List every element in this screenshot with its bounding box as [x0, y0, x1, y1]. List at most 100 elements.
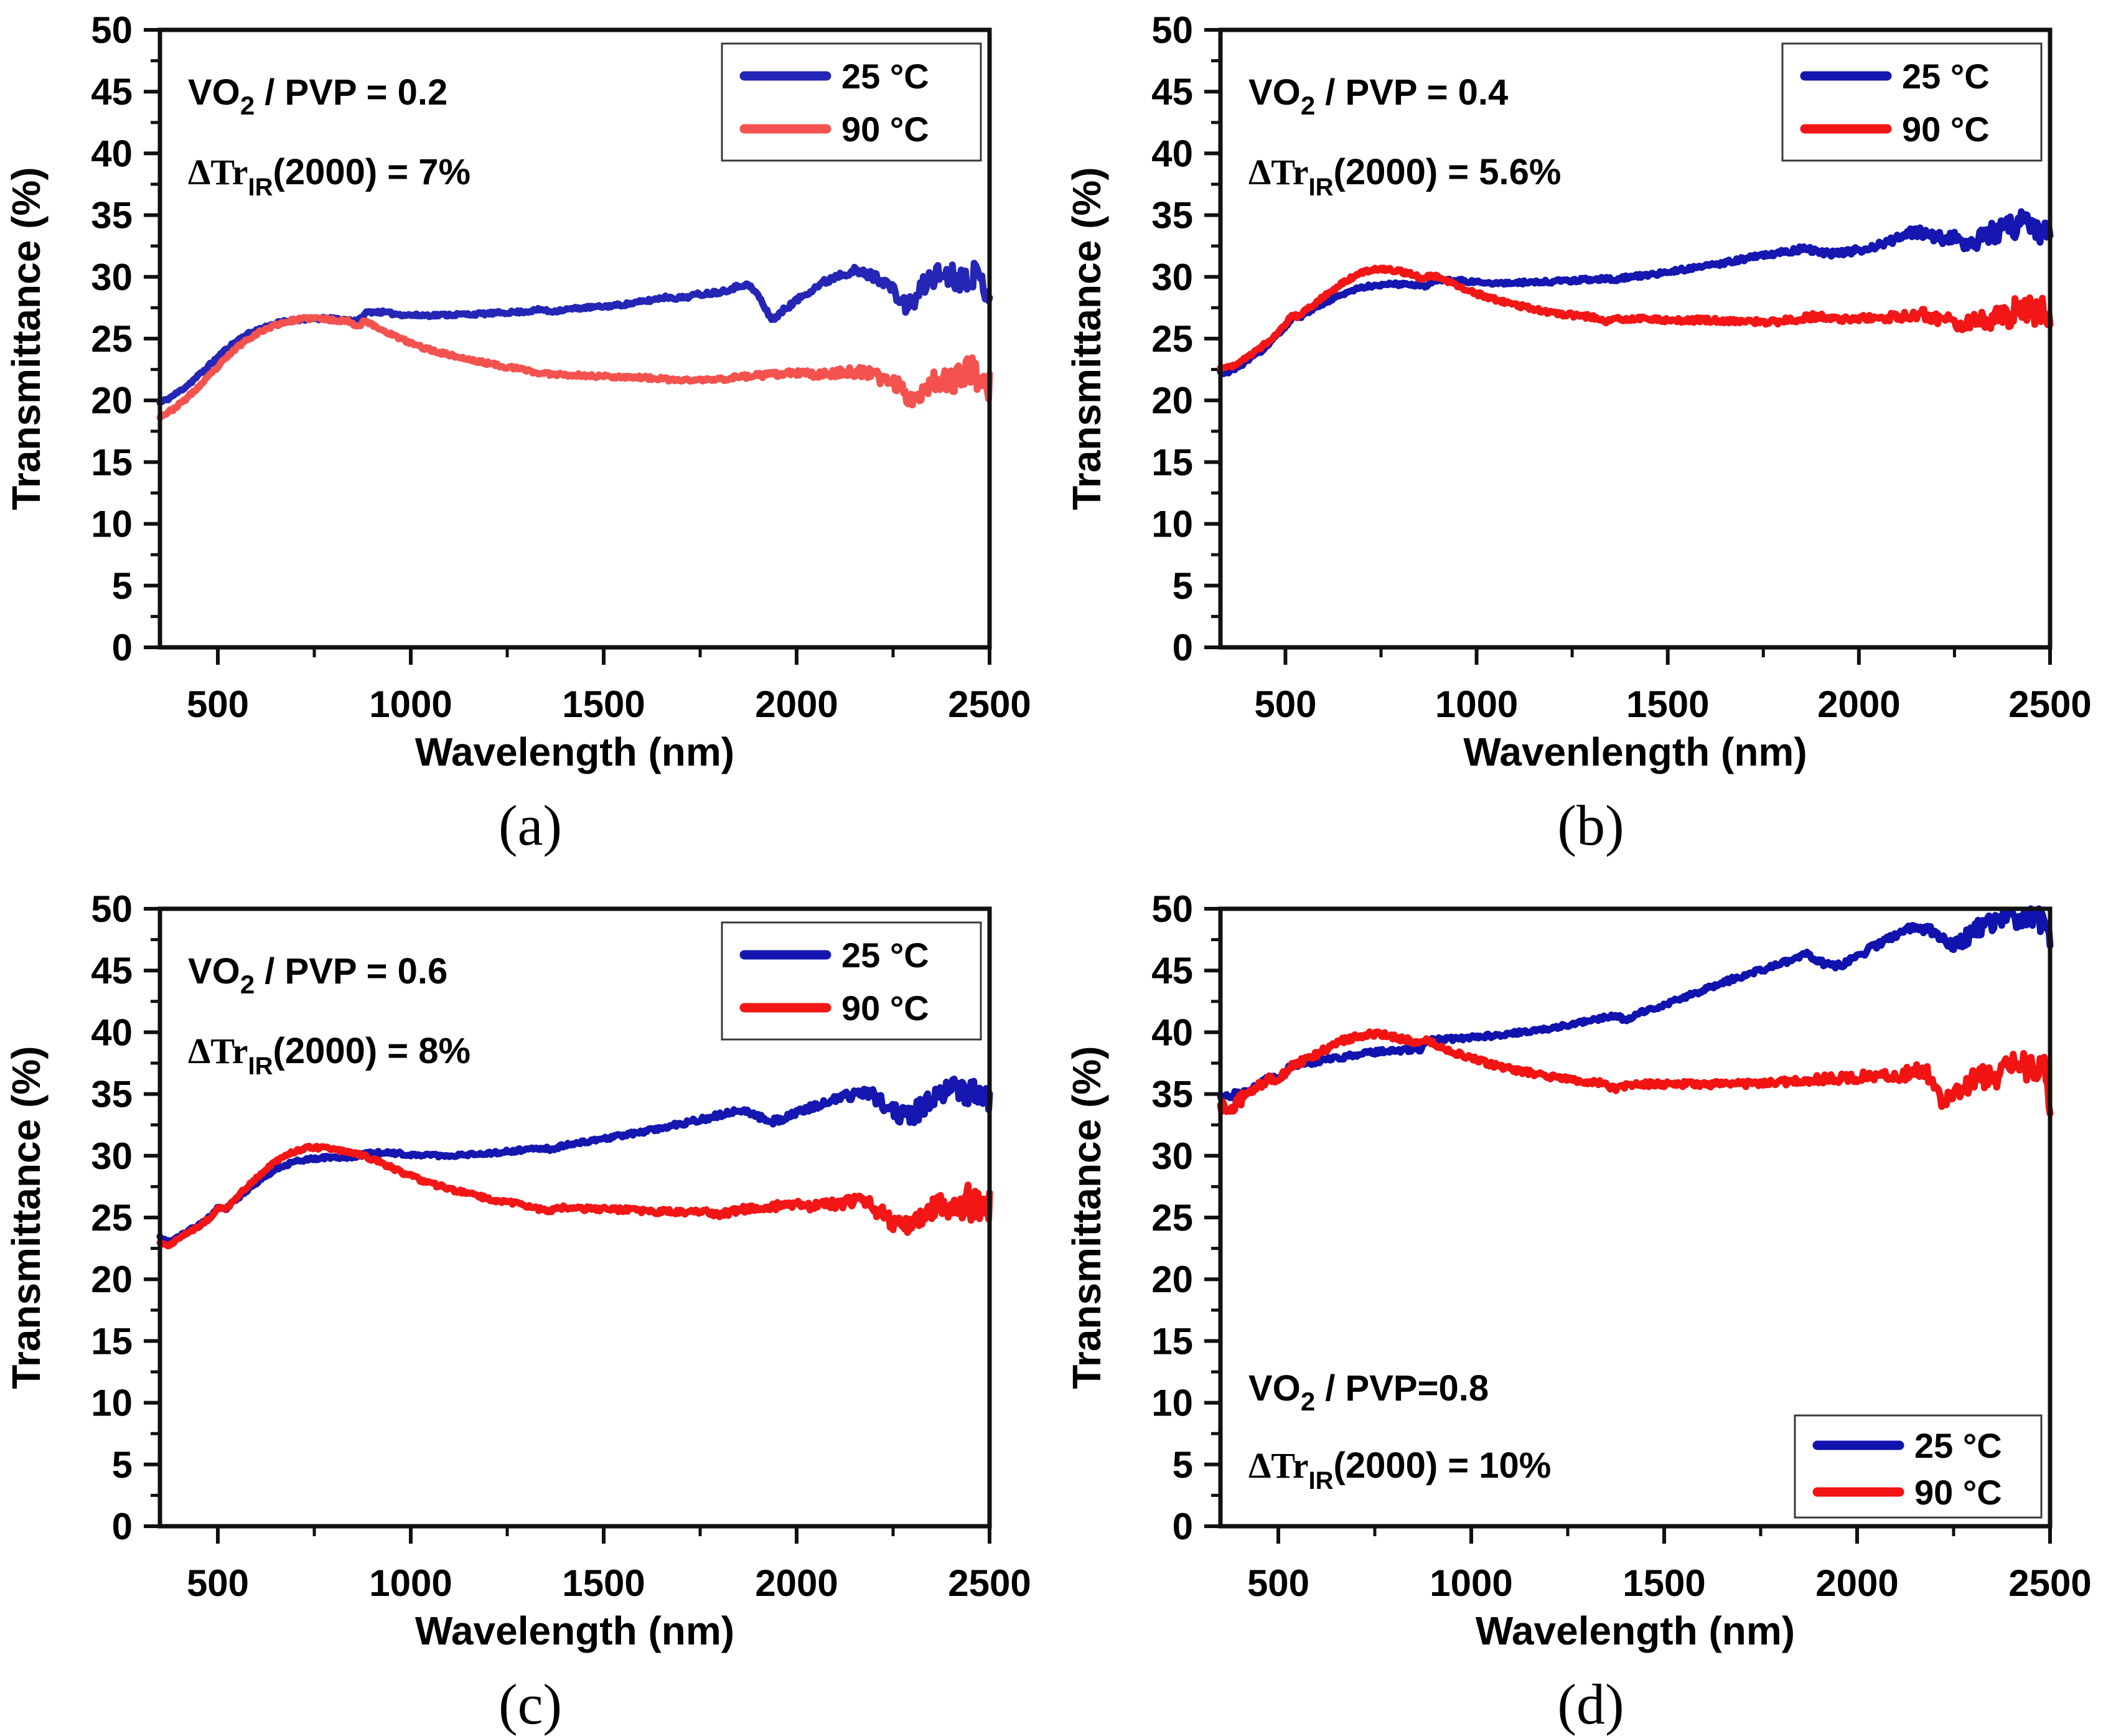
- annotation: VO2 / PVP = 0.4 ΔTrIR(2000) = 5.6%: [1248, 72, 1561, 201]
- y-tick-label: 10: [1151, 504, 1193, 545]
- y-tick-label: 45: [1151, 950, 1193, 992]
- x-axis-title: Wavelength (nm): [415, 1608, 734, 1653]
- curve-25c: [1217, 905, 2054, 1104]
- y-tick-label: 5: [112, 565, 133, 607]
- panel-label-b: (b): [1557, 794, 1624, 857]
- legend-label-90c: 90 °C: [1902, 110, 1990, 149]
- y-axis-title: Transmittance (%): [4, 1046, 49, 1389]
- x-axis-title: Wavelength (nm): [415, 730, 734, 774]
- y-tick-label: 25: [1151, 318, 1193, 360]
- y-tick-label: 15: [91, 441, 133, 483]
- x-tick-label: 1000: [369, 683, 452, 725]
- x-axis-title: Wavenlength (nm): [1463, 730, 1807, 774]
- panel-d: 0 5 10 15 20 25 30 35 40 45 50 500 1000 1500 2000 2500 W…: [1060, 879, 2121, 1736]
- legend-label-90c: 90 °C: [841, 110, 929, 149]
- y-tick-label: 50: [91, 888, 133, 930]
- y-tick-label: 40: [91, 133, 133, 174]
- y-tick-label: 20: [91, 380, 133, 421]
- curves: [1217, 208, 2054, 377]
- chart-panel-c: 0 5 10 15 20 25 30 35 40 45 50 500 1000 1500 2000 2500 W…: [4, 888, 1031, 1653]
- x-tick-label: 500: [187, 1562, 249, 1604]
- panel-label-c: (c): [498, 1673, 563, 1736]
- x-tick-label: 1000: [369, 1562, 452, 1604]
- panel-label-a: (a): [498, 794, 563, 857]
- curve-90c: [1217, 1028, 2054, 1117]
- y-tick-label: 30: [1151, 256, 1193, 298]
- curve-25c: [1217, 208, 2054, 377]
- legend-label-25c: 25 °C: [841, 936, 929, 975]
- x-tick-label: 2500: [948, 683, 1031, 725]
- x-tick-label: 2500: [948, 1562, 1031, 1604]
- legend-label-25c: 25 °C: [1902, 57, 1990, 96]
- y-tick-label: 0: [1173, 1506, 1193, 1547]
- legend-box: [1781, 42, 2043, 162]
- panel-a: 0 5 10 15 20 25 30 35 40 45 50 500 1000 1500 2000 2500 W…: [0, 0, 1060, 879]
- y-tick-label: 5: [1173, 565, 1193, 607]
- chart-panel-b: 0 5 10 15 20 25 30 35 40 45 50 500 1000 1500 2000 2500 W…: [1064, 9, 2092, 774]
- y-tick-label: 25: [91, 318, 133, 360]
- annotation: VO2 / PVP = 0.6 ΔTrIR(2000) = 8%: [188, 951, 471, 1080]
- y-tick-label: 40: [1151, 133, 1193, 174]
- legend: 25 °C 90 °C: [1781, 42, 2043, 162]
- curves: [156, 260, 993, 421]
- y-tick-label: 45: [91, 71, 133, 113]
- y-tick-label: 20: [1151, 380, 1193, 421]
- annotation: VO2 / PVP = 0.2 ΔTrIR(2000) = 7%: [188, 72, 471, 201]
- y-tick-label: 0: [112, 627, 133, 669]
- x-tick-label: 2500: [2008, 1562, 2091, 1604]
- curves: [1217, 905, 2054, 1117]
- y-tick-label: 45: [91, 950, 133, 992]
- x-tick-label: 2000: [1815, 1562, 1898, 1604]
- y-tick-label: 20: [1151, 1259, 1193, 1300]
- y-tick-label: 20: [91, 1259, 133, 1300]
- plot-border: [1218, 27, 2053, 650]
- annotation-sample: VO2 / PVP = 0.6: [188, 951, 447, 999]
- y-tick-label: 0: [1173, 627, 1193, 669]
- legend-label-25c: 25 °C: [1914, 1426, 2002, 1465]
- x-tick-label: 1000: [1435, 683, 1518, 725]
- y-tick-label: 15: [91, 1320, 133, 1362]
- y-tick-label: 30: [91, 1135, 133, 1177]
- x-tick-label: 1500: [1626, 683, 1709, 725]
- y-tick-label: 40: [1151, 1011, 1193, 1053]
- curve-90c: [1217, 265, 2054, 373]
- legend-label-90c: 90 °C: [841, 988, 929, 1028]
- y-tick-label: 25: [91, 1197, 133, 1239]
- axes: 0 5 10 15 20 25 30 35 40 45 50 500 1000 1500 2000 2500: [91, 888, 1031, 1604]
- y-tick-label: 5: [112, 1444, 133, 1486]
- curve-25c: [156, 1076, 993, 1246]
- panel-label-d: (d): [1557, 1673, 1624, 1736]
- plot-border: [157, 27, 992, 650]
- annotation-delta-tr: ΔTrIR(2000) = 8%: [188, 1031, 471, 1080]
- x-tick-label: 2500: [2008, 683, 2091, 725]
- legend: 25 °C 90 °C: [721, 42, 982, 162]
- y-tick-label: 50: [1151, 9, 1193, 51]
- x-tick-label: 500: [1247, 1562, 1309, 1604]
- axes: 0 5 10 15 20 25 30 35 40 45 50 500 1000 1500 2000 2500: [1151, 888, 2091, 1604]
- y-tick-label: 5: [1173, 1444, 1193, 1486]
- legend-box: [721, 921, 982, 1041]
- y-tick-label: 40: [91, 1011, 133, 1053]
- x-tick-label: 500: [187, 683, 249, 725]
- axes: 0 5 10 15 20 25 30 35 40 45 50 500 1000 1500 2000 2500: [91, 9, 1031, 725]
- y-axis-title: Transmittance (%): [1064, 167, 1109, 510]
- x-tick-label: 500: [1254, 683, 1316, 725]
- legend-label-90c: 90 °C: [1914, 1473, 2002, 1512]
- y-axis-title: Transmittance (%): [1064, 1046, 1109, 1389]
- y-tick-label: 35: [91, 1074, 133, 1115]
- annotation-sample: VO2 / PVP = 0.4: [1248, 72, 1508, 120]
- x-tick-label: 2000: [755, 683, 838, 725]
- y-tick-label: 0: [112, 1506, 133, 1547]
- plot-border: [157, 906, 992, 1529]
- x-tick-label: 1000: [1430, 1562, 1512, 1604]
- legend: 25 °C 90 °C: [721, 921, 982, 1041]
- legend-box: [1794, 1414, 2043, 1519]
- y-tick-label: 10: [91, 504, 133, 545]
- annotation: VO2 / PVP=0.8 ΔTrIR(2000) = 10%: [1248, 1368, 1551, 1494]
- y-tick-label: 35: [1151, 195, 1193, 237]
- panel-c: 0 5 10 15 20 25 30 35 40 45 50 500 1000 1500 2000 2500 W…: [0, 879, 1060, 1736]
- curve-90c: [156, 1142, 993, 1250]
- annotation-sample: VO2 / PVP=0.8: [1248, 1368, 1489, 1416]
- x-tick-label: 1500: [562, 683, 645, 725]
